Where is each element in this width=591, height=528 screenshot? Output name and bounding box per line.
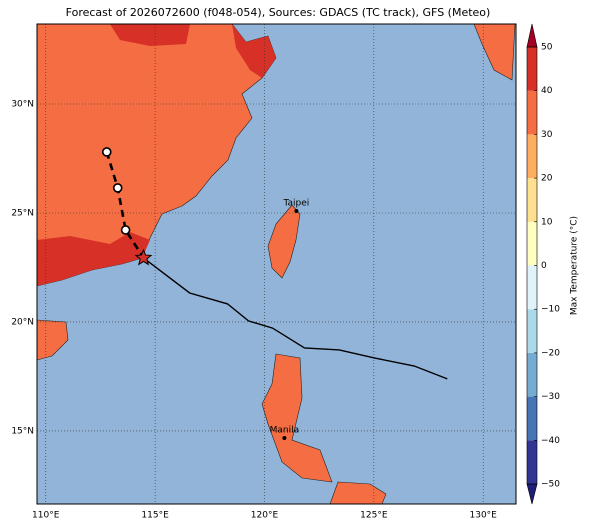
colorbar-segment — [527, 309, 537, 353]
hainan — [37, 319, 69, 361]
map-frame — [36, 23, 517, 505]
colorbar-segment — [527, 47, 537, 91]
luzon — [261, 353, 333, 483]
colorbar-tick-label: 10 — [541, 217, 553, 227]
storm-position — [134, 248, 153, 266]
past-track — [143, 257, 448, 380]
korea — [473, 24, 516, 81]
colorbar-tick-label: −10 — [541, 305, 560, 315]
forecast-point — [120, 225, 131, 235]
colorbar-segment — [527, 440, 537, 484]
colorbar: −50 −40 −30 −20 −10 0 10 20 30 40 50 Max Temperatur… — [526, 23, 580, 505]
colorbar-segment — [527, 134, 537, 179]
forecast-track — [105, 151, 145, 259]
overlay: Taipei Manila — [101, 147, 448, 440]
colorbar-tick-label: −50 — [541, 480, 560, 490]
city-dot — [282, 435, 287, 440]
city-dot — [294, 209, 299, 214]
colorbar-segment — [527, 265, 537, 310]
colorbar-segment — [527, 352, 537, 397]
colorbar-tick-label: −20 — [541, 348, 560, 358]
lat-label: 30°N — [11, 100, 34, 110]
colorbar-label: Max Temperature (°C) — [570, 216, 580, 315]
taiwan — [267, 204, 301, 279]
city-label: Manila — [270, 425, 300, 435]
colorbar-tick-label: 20 — [541, 174, 553, 184]
lon-label: 130°E — [470, 511, 498, 521]
lon-label: 115°E — [141, 511, 169, 521]
lat-label: 25°N — [11, 208, 34, 218]
city-label: Taipei — [283, 199, 310, 209]
colorbar-segment — [527, 221, 537, 266]
title: Forecast of 2026072600 (f048-054), Sourc… — [66, 6, 491, 19]
colorbar-over — [526, 23, 538, 48]
colorbar-tick-label: 40 — [541, 86, 553, 96]
lon-label: 125°E — [360, 511, 388, 521]
grid: 110°E 115°E 120°E 125°E 130°E 15°N 20°N 25°N 30°… — [11, 24, 516, 521]
hot-zone — [37, 232, 150, 286]
colorbar-segment — [527, 178, 537, 222]
lon-label: 120°E — [251, 511, 279, 521]
lat-label: 20°N — [11, 317, 34, 327]
colorbar-segment — [527, 90, 537, 135]
colorbar-tick-label: 50 — [541, 43, 553, 53]
colorbar-tick-label: −30 — [541, 392, 560, 402]
visayas — [329, 481, 387, 504]
lat-label: 15°N — [11, 426, 34, 436]
colorbar-tick-label: −40 — [541, 436, 560, 446]
hot-zone — [110, 24, 190, 46]
colorbar-segment — [527, 396, 537, 441]
forecast-point — [101, 147, 112, 157]
forecast-point — [112, 183, 123, 193]
colorbar-under — [526, 483, 538, 505]
colorbar-tick-label: 30 — [541, 130, 553, 140]
lon-label: 110°E — [32, 511, 60, 521]
colorbar-tick-label: 0 — [541, 261, 547, 271]
hot-zone — [232, 24, 276, 78]
